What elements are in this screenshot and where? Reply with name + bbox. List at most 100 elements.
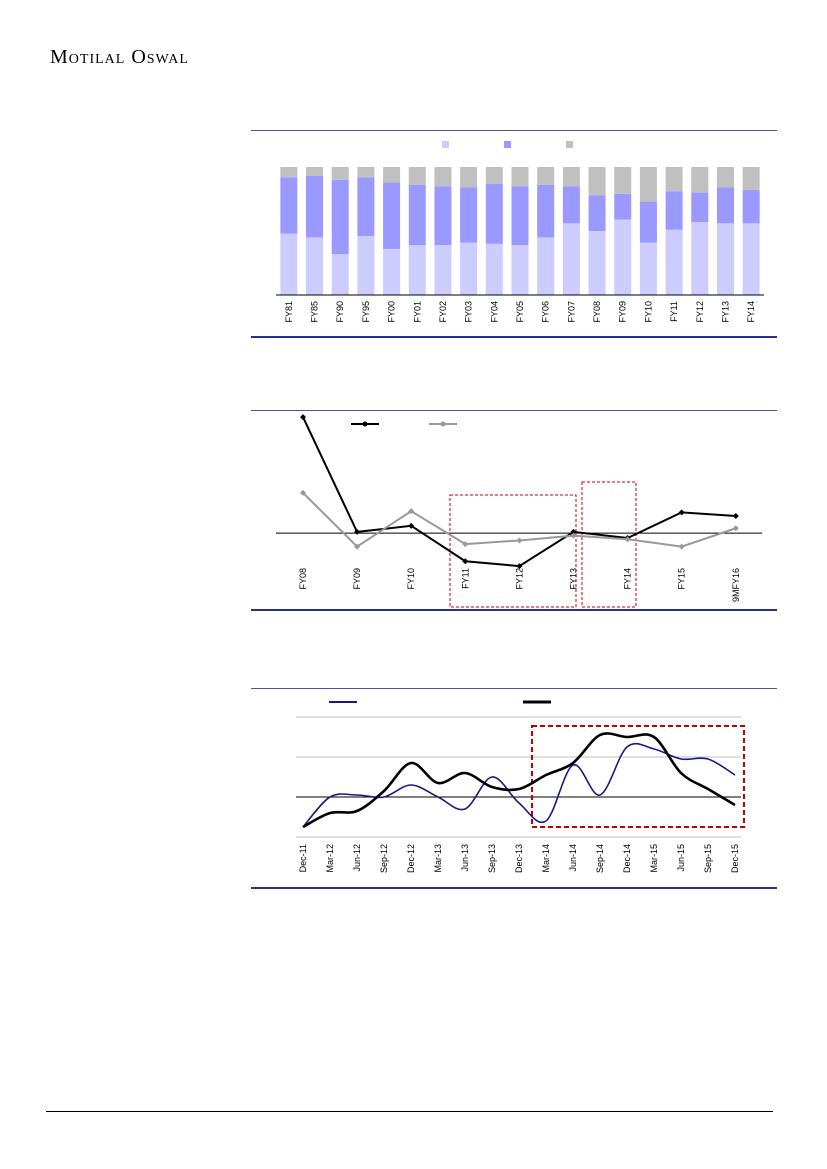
bar-FY12-s3 <box>691 167 709 193</box>
data-point-s1-FY15 <box>678 509 685 516</box>
bar-FY09-s2 <box>614 193 632 220</box>
x-tick-label: Dec-15 <box>730 844 740 873</box>
x-tick-label: FY01 <box>412 301 422 323</box>
bar-FY06-s1 <box>537 237 555 295</box>
x-tick-label: Sep-13 <box>487 844 497 873</box>
bar-FY90-s3 <box>331 167 349 180</box>
legend-marker-1 <box>362 421 368 427</box>
bar-FY07-s1 <box>562 223 580 295</box>
bar-FY12-s2 <box>691 192 709 223</box>
bar-FY07-s3 <box>562 167 580 187</box>
legend-swatch-3 <box>566 141 573 148</box>
x-tick-label: FY13 <box>720 301 730 323</box>
bar-FY81-s1 <box>280 233 298 295</box>
bar-FY05-s1 <box>511 245 529 295</box>
bar-FY09-s3 <box>614 167 632 194</box>
bar-FY08-s2 <box>588 195 606 231</box>
chart1-top-rule <box>251 130 777 131</box>
data-point-s1-FY13 <box>570 528 577 535</box>
bar-FY85-s3 <box>306 167 324 176</box>
x-tick-label: FY08 <box>592 301 602 323</box>
data-point-s1-FY09 <box>354 528 361 535</box>
bar-FY14-s3 <box>742 167 760 191</box>
data-point-s2-FY09 <box>354 543 361 550</box>
x-tick-label: Mar-15 <box>649 844 659 873</box>
footer-rule <box>46 1111 773 1112</box>
data-point-s2-FY12 <box>516 537 523 544</box>
x-tick-label: 9MFY16 <box>731 568 741 602</box>
highlight-box-recent <box>531 725 745 828</box>
series-line-2 <box>302 732 736 829</box>
bar-FY04-s1 <box>485 243 503 295</box>
x-tick-label: Dec-13 <box>514 844 524 873</box>
bar-FY95-s1 <box>357 236 375 295</box>
bar-FY85-s2 <box>306 175 324 238</box>
bar-FY11-s1 <box>665 229 683 295</box>
bar-FY10-s2 <box>639 201 657 243</box>
x-tick-label: FY00 <box>387 301 397 323</box>
bar-FY05-s3 <box>511 167 529 187</box>
chart2-bottom-rule <box>251 609 777 611</box>
x-tick-label: FY11 <box>669 301 679 322</box>
x-tick-label: Dec-12 <box>406 844 416 873</box>
bar-FY02-s1 <box>434 245 452 295</box>
x-tick-label: Dec-14 <box>622 844 632 873</box>
bar-FY09-s1 <box>614 219 632 295</box>
bar-FY14-s1 <box>742 223 760 295</box>
bar-FY01-s3 <box>408 167 426 185</box>
stacked-bar-chart: FY81 FY85 FY90 FY95 FY00 FY01 FY02 FY03 FY04 FY05… <box>276 141 764 323</box>
data-point-s1-FY08 <box>300 414 306 421</box>
chart3-top-rule <box>251 688 777 689</box>
x-tick-label: FY07 <box>566 301 576 323</box>
bar-FY00-s1 <box>383 248 401 295</box>
bar-FY95-s2 <box>357 177 375 237</box>
x-tick-label: FY08 <box>298 568 308 590</box>
bar-FY90-s2 <box>331 179 349 255</box>
bar-FY01-s2 <box>408 184 426 246</box>
bar-FY00-s2 <box>383 182 401 249</box>
data-point-s2-FY15 <box>678 543 685 550</box>
bar-FY07-s2 <box>562 186 580 224</box>
x-tick-label: Mar-14 <box>541 844 551 873</box>
data-point-s2-FY14 <box>624 536 631 543</box>
bar-FY03-s1 <box>460 242 478 295</box>
bar-FY90-s1 <box>331 254 349 295</box>
bar-FY03-s3 <box>460 167 478 188</box>
data-point-s2-FY11 <box>462 541 469 548</box>
highlight-box-fy11-fy13 <box>449 494 577 608</box>
x-tick-label: FY15 <box>677 568 687 590</box>
bar-FY13-s3 <box>716 167 734 188</box>
bar-FY06-s3 <box>537 167 555 185</box>
bar-FY05-s2 <box>511 186 529 246</box>
x-tick-label: Mar-13 <box>433 844 443 873</box>
bar-FY04-s3 <box>485 167 503 184</box>
bar-FY11-s3 <box>665 167 683 192</box>
x-tick-label: Dec-11 <box>298 844 308 872</box>
bar-FY08-s1 <box>588 231 606 295</box>
x-tick-label: FY09 <box>352 568 362 590</box>
x-tick-label: FY11 <box>460 568 470 589</box>
x-tick-label: FY81 <box>284 301 294 323</box>
legend-swatch-1 <box>442 141 449 148</box>
x-tick-label: FY95 <box>361 301 371 323</box>
data-point-s2-FY13 <box>570 532 577 539</box>
chart2-top-rule <box>251 410 777 411</box>
bar-FY85-s1 <box>306 237 324 295</box>
bar-FY10-s1 <box>639 242 657 295</box>
chart1-bottom-rule <box>251 336 777 338</box>
bar-FY95-s3 <box>357 167 375 178</box>
chart3-bottom-rule <box>251 887 777 889</box>
bar-FY06-s2 <box>537 184 555 238</box>
legend-marker-2 <box>440 421 446 427</box>
data-point-s1-FY10 <box>408 522 415 529</box>
bar-FY14-s2 <box>742 190 760 224</box>
x-tick-label: Jun-13 <box>460 844 470 872</box>
x-tick-label: FY02 <box>438 301 448 323</box>
bar-FY00-s3 <box>383 167 401 183</box>
x-tick-label: FY04 <box>489 301 499 323</box>
bar-FY12-s1 <box>691 222 709 295</box>
x-tick-label: Jun-12 <box>352 844 362 872</box>
x-tick-label: Jun-14 <box>568 844 578 872</box>
x-tick-label: FY14 <box>746 301 756 323</box>
x-tick-label: FY14 <box>623 568 633 590</box>
